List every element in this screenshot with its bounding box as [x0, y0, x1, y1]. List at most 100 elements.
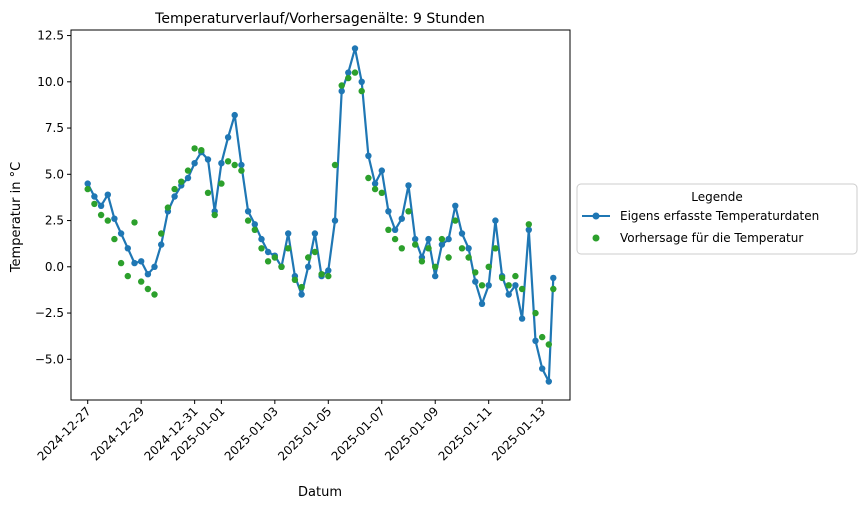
- data-point: [264, 258, 272, 265]
- data-point: [550, 274, 557, 282]
- data-point: [525, 226, 532, 233]
- legend-box: [576, 183, 858, 255]
- y-tick-label: 12.5: [37, 29, 64, 43]
- data-point: [498, 274, 506, 282]
- data-point: [345, 74, 352, 82]
- data-point: [131, 259, 138, 267]
- data-point: [345, 69, 352, 76]
- data-point: [111, 235, 118, 243]
- data-point: [438, 235, 446, 243]
- data-point: [512, 282, 519, 289]
- data-point: [84, 180, 91, 187]
- data-point: [238, 161, 245, 169]
- data-point: [298, 291, 305, 298]
- data-point: [144, 285, 152, 293]
- data-point: [432, 272, 439, 280]
- data-point: [545, 341, 552, 348]
- data-point: [138, 258, 145, 265]
- data-point: [318, 271, 325, 278]
- data-point: [138, 278, 145, 285]
- data-point: [505, 291, 512, 298]
- data-point: [525, 221, 532, 228]
- x-axis-label: Datum: [298, 485, 342, 500]
- data-point: [178, 178, 185, 185]
- data-point: [151, 263, 158, 270]
- data-point: [251, 221, 258, 228]
- data-point: [264, 248, 272, 256]
- data-point: [512, 272, 519, 280]
- data-point: [492, 217, 499, 224]
- data-point: [211, 211, 218, 219]
- data-point: [151, 291, 158, 298]
- data-point: [465, 254, 472, 261]
- data-point: [278, 263, 285, 270]
- data-point: [478, 282, 486, 289]
- data-point: [539, 365, 546, 372]
- data-point: [191, 160, 198, 167]
- data-point: [204, 189, 212, 196]
- data-point: [258, 235, 265, 243]
- data-point: [111, 215, 118, 222]
- data-point: [358, 87, 365, 95]
- data-point: [124, 245, 131, 252]
- data-point: [158, 241, 165, 248]
- data-point: [97, 211, 105, 219]
- data-point: [325, 272, 332, 280]
- legend-marker-measured: [592, 212, 600, 220]
- data-point: [285, 245, 292, 252]
- data-point: [378, 167, 385, 174]
- data-point: [117, 230, 125, 237]
- data-point: [298, 283, 305, 291]
- data-point: [432, 263, 439, 270]
- data-point: [285, 230, 292, 237]
- data-point: [412, 235, 419, 243]
- y-tick-label: 10.0: [37, 75, 64, 89]
- data-point: [338, 82, 345, 89]
- data-point: [224, 158, 232, 165]
- data-point: [418, 258, 426, 265]
- data-point: [331, 161, 339, 169]
- data-point: [218, 160, 225, 167]
- data-point: [311, 230, 319, 237]
- data-point: [365, 174, 372, 182]
- data-point: [365, 152, 372, 159]
- data-point: [144, 271, 152, 278]
- data-point: [91, 193, 98, 200]
- legend: Legende Eigens erfasste Temperaturdaten …: [576, 183, 858, 255]
- data-point: [472, 269, 479, 276]
- data-point: [445, 235, 452, 243]
- data-point: [331, 217, 339, 224]
- series-0: [84, 45, 557, 385]
- data-point: [97, 202, 105, 209]
- data-point: [231, 161, 238, 169]
- data-point: [385, 208, 392, 215]
- data-point: [505, 282, 512, 289]
- data-point: [204, 156, 212, 163]
- data-point: [291, 276, 299, 283]
- data-point: [131, 219, 138, 226]
- data-point: [445, 254, 452, 261]
- y-tick-label: 0.0: [45, 260, 64, 274]
- data-point: [412, 241, 419, 248]
- data-point: [84, 185, 91, 193]
- data-point: [485, 282, 492, 289]
- data-point: [244, 217, 252, 224]
- data-point: [104, 191, 112, 198]
- y-tick-label: 5.0: [45, 167, 64, 181]
- data-point: [238, 167, 245, 174]
- data-point: [224, 134, 232, 141]
- data-point: [465, 245, 472, 252]
- data-point: [545, 378, 552, 385]
- data-point: [351, 69, 359, 76]
- data-point: [311, 248, 319, 256]
- data-point: [325, 267, 332, 274]
- data-point: [184, 167, 192, 174]
- data-point: [385, 226, 392, 233]
- data-point: [198, 147, 205, 154]
- legend-marker-forecast: [592, 234, 600, 242]
- data-point: [171, 193, 178, 200]
- data-point: [171, 185, 178, 193]
- series-1: [84, 69, 557, 348]
- data-point: [104, 217, 112, 224]
